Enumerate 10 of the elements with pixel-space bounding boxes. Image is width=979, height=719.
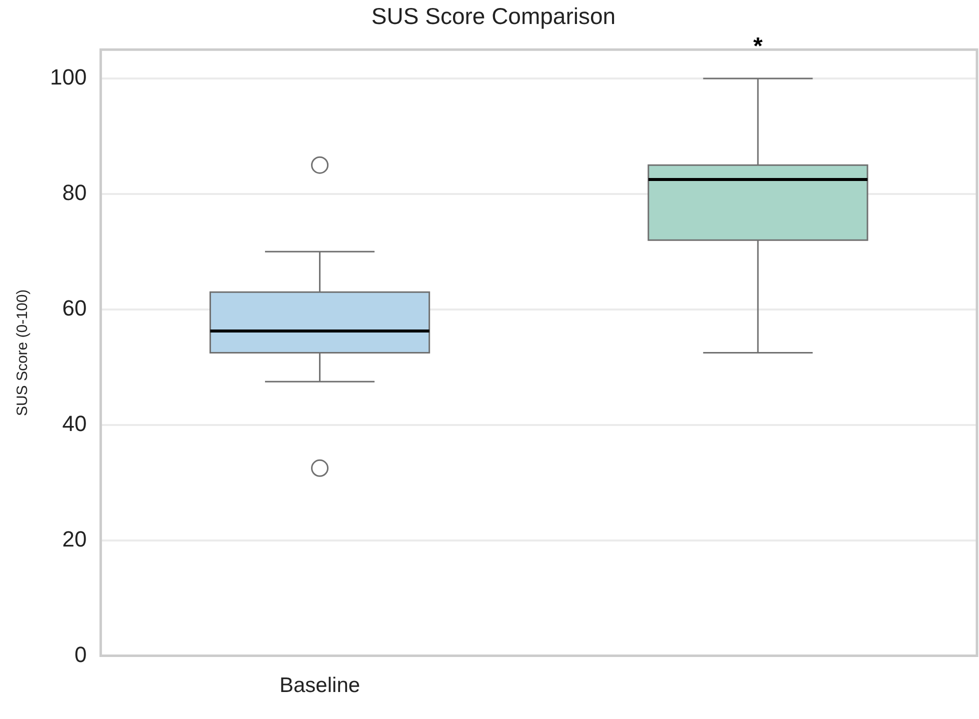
y-tick-label: 100 xyxy=(50,64,87,90)
annotation: * xyxy=(753,33,764,60)
chart-title: SUS Score Comparison xyxy=(371,3,616,30)
y-tick-label: 0 xyxy=(74,642,87,667)
y-axis-title: SUS Score (0-100) xyxy=(14,289,32,416)
y-tick-label: 60 xyxy=(62,295,87,320)
y-tick-label: 20 xyxy=(62,526,87,552)
y-tick-label: 40 xyxy=(62,410,87,436)
y-tick-label: 80 xyxy=(62,180,87,205)
x-tick-label: Baseline xyxy=(280,674,360,698)
